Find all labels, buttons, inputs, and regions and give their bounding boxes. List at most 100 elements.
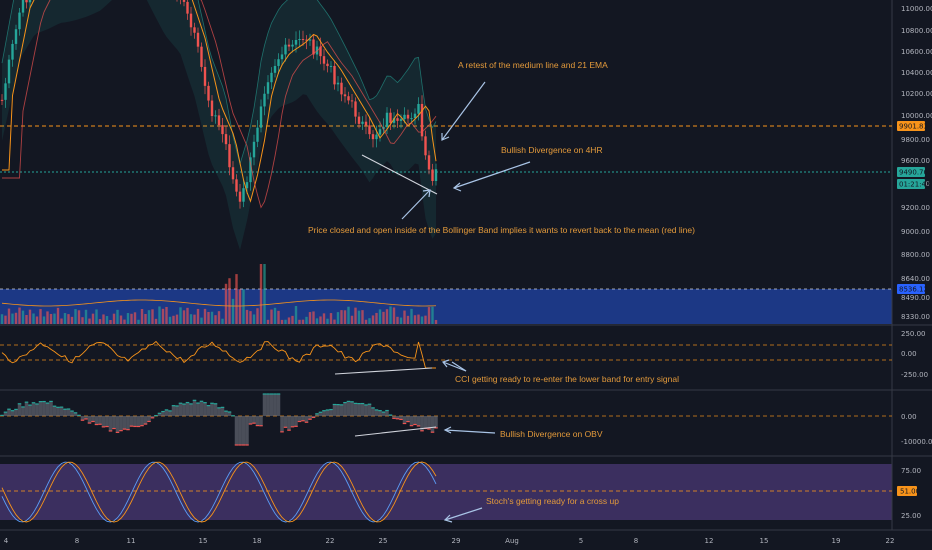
cci-divergence-line[interactable] — [334, 367, 433, 375]
candle-body — [224, 134, 228, 145]
volume-bar — [189, 314, 193, 324]
volume-bar — [354, 307, 357, 324]
obv-divergence-line[interactable] — [354, 426, 437, 437]
obv-bar — [122, 416, 127, 430]
annotation-bollinger: Price closed and open inside of the Boll… — [308, 225, 695, 235]
date-axis-label: 11 — [127, 537, 136, 545]
obv-bar — [31, 402, 36, 416]
obv-edge — [17, 403, 22, 405]
obv-bar — [409, 416, 414, 426]
volume-bar — [308, 312, 312, 324]
obv-edge — [276, 393, 281, 395]
candle-body — [231, 167, 235, 180]
candle-body — [322, 56, 326, 64]
obv-edge — [21, 406, 25, 408]
obv-bar — [241, 416, 246, 445]
obv-arrow[interactable] — [444, 429, 496, 434]
volume-bar — [158, 306, 161, 324]
candle-body — [357, 116, 361, 124]
candle-body — [280, 54, 284, 60]
obv-edge — [45, 402, 50, 404]
obv-edge — [203, 402, 207, 404]
obv-bar — [416, 416, 421, 426]
obv-edge — [430, 431, 435, 433]
obv-edge — [73, 412, 78, 414]
candle-body — [298, 39, 301, 41]
obv-bar — [280, 416, 284, 432]
date-axis[interactable]: 4 8 11 15 18 22 25 29 Aug 5 8 12 15 19 22 — [4, 537, 895, 545]
price-divergence-line[interactable] — [361, 154, 438, 195]
volume-bar — [413, 315, 417, 324]
candle-body — [389, 112, 392, 123]
date-axis-label: 8 — [75, 537, 79, 545]
obv-bar — [217, 407, 221, 416]
obv-bar — [115, 416, 120, 433]
volume-bar — [382, 311, 385, 324]
obv-edge — [52, 405, 57, 407]
obv-bar — [269, 394, 274, 416]
volume-bar — [147, 310, 151, 324]
volume-bar — [431, 306, 434, 324]
volume-bar — [165, 306, 168, 324]
volume-bar — [0, 314, 4, 324]
obv-edge — [189, 403, 193, 405]
obv-edge — [7, 408, 11, 410]
retest-arrow[interactable] — [441, 81, 486, 141]
obv-bar — [252, 416, 256, 424]
price-axis-label: 10400.00 — [901, 69, 932, 77]
candle-body — [403, 114, 406, 120]
candle-body — [273, 65, 277, 73]
volume-bar — [350, 315, 354, 324]
volume-bar — [182, 310, 186, 324]
volume-bar — [420, 316, 424, 324]
obv-bar — [346, 401, 351, 416]
volume-bar — [200, 317, 203, 324]
obv-edge — [318, 411, 323, 413]
obv-edge — [140, 425, 144, 427]
stoch-band — [0, 464, 892, 520]
obv-bar — [35, 403, 39, 416]
candle-body — [0, 99, 4, 101]
volume-bar — [224, 283, 228, 324]
obv-bar — [238, 416, 242, 445]
obv-bar — [7, 409, 11, 416]
obv-edge — [175, 405, 179, 407]
candlestick-series[interactable] — [0, 0, 438, 209]
obv-edge — [346, 400, 351, 402]
bollinger-arrow[interactable] — [401, 189, 431, 220]
obv-edge — [343, 401, 347, 404]
cci-line — [1, 340, 436, 369]
obv-bar — [329, 409, 333, 416]
candle-body — [14, 29, 18, 44]
candle-body — [11, 43, 14, 60]
obv-bar — [56, 407, 60, 416]
bullish-div-arrow[interactable] — [453, 161, 531, 189]
annotation-retest: A retest of the medium line and 21 EMA — [458, 60, 608, 70]
obv-edge — [14, 408, 18, 411]
volume-bar — [144, 313, 147, 324]
obv-bar — [287, 416, 291, 431]
cci-arrow[interactable] — [442, 361, 467, 372]
volume-bar — [347, 306, 350, 324]
stoch-arrow[interactable] — [444, 507, 483, 521]
candle-body — [189, 13, 193, 28]
stoch-level-tag — [897, 486, 917, 496]
obv-edge — [353, 402, 358, 404]
volume-bar — [238, 289, 242, 324]
volume-bar — [326, 318, 329, 324]
volume-bar — [203, 308, 207, 324]
candle-body — [385, 112, 389, 127]
volume-bar — [49, 313, 53, 324]
candle-body — [235, 179, 238, 192]
price-axis-label: 8490.00 — [901, 294, 930, 302]
candle-body — [196, 32, 200, 47]
obv-bar — [196, 403, 200, 416]
candle-body — [18, 12, 21, 30]
volume-bar — [277, 310, 280, 324]
obv-bar — [17, 403, 22, 416]
obv-edge — [84, 418, 88, 420]
candle-body — [294, 40, 298, 45]
obv-bar — [353, 403, 358, 416]
obv-edge — [262, 393, 267, 395]
